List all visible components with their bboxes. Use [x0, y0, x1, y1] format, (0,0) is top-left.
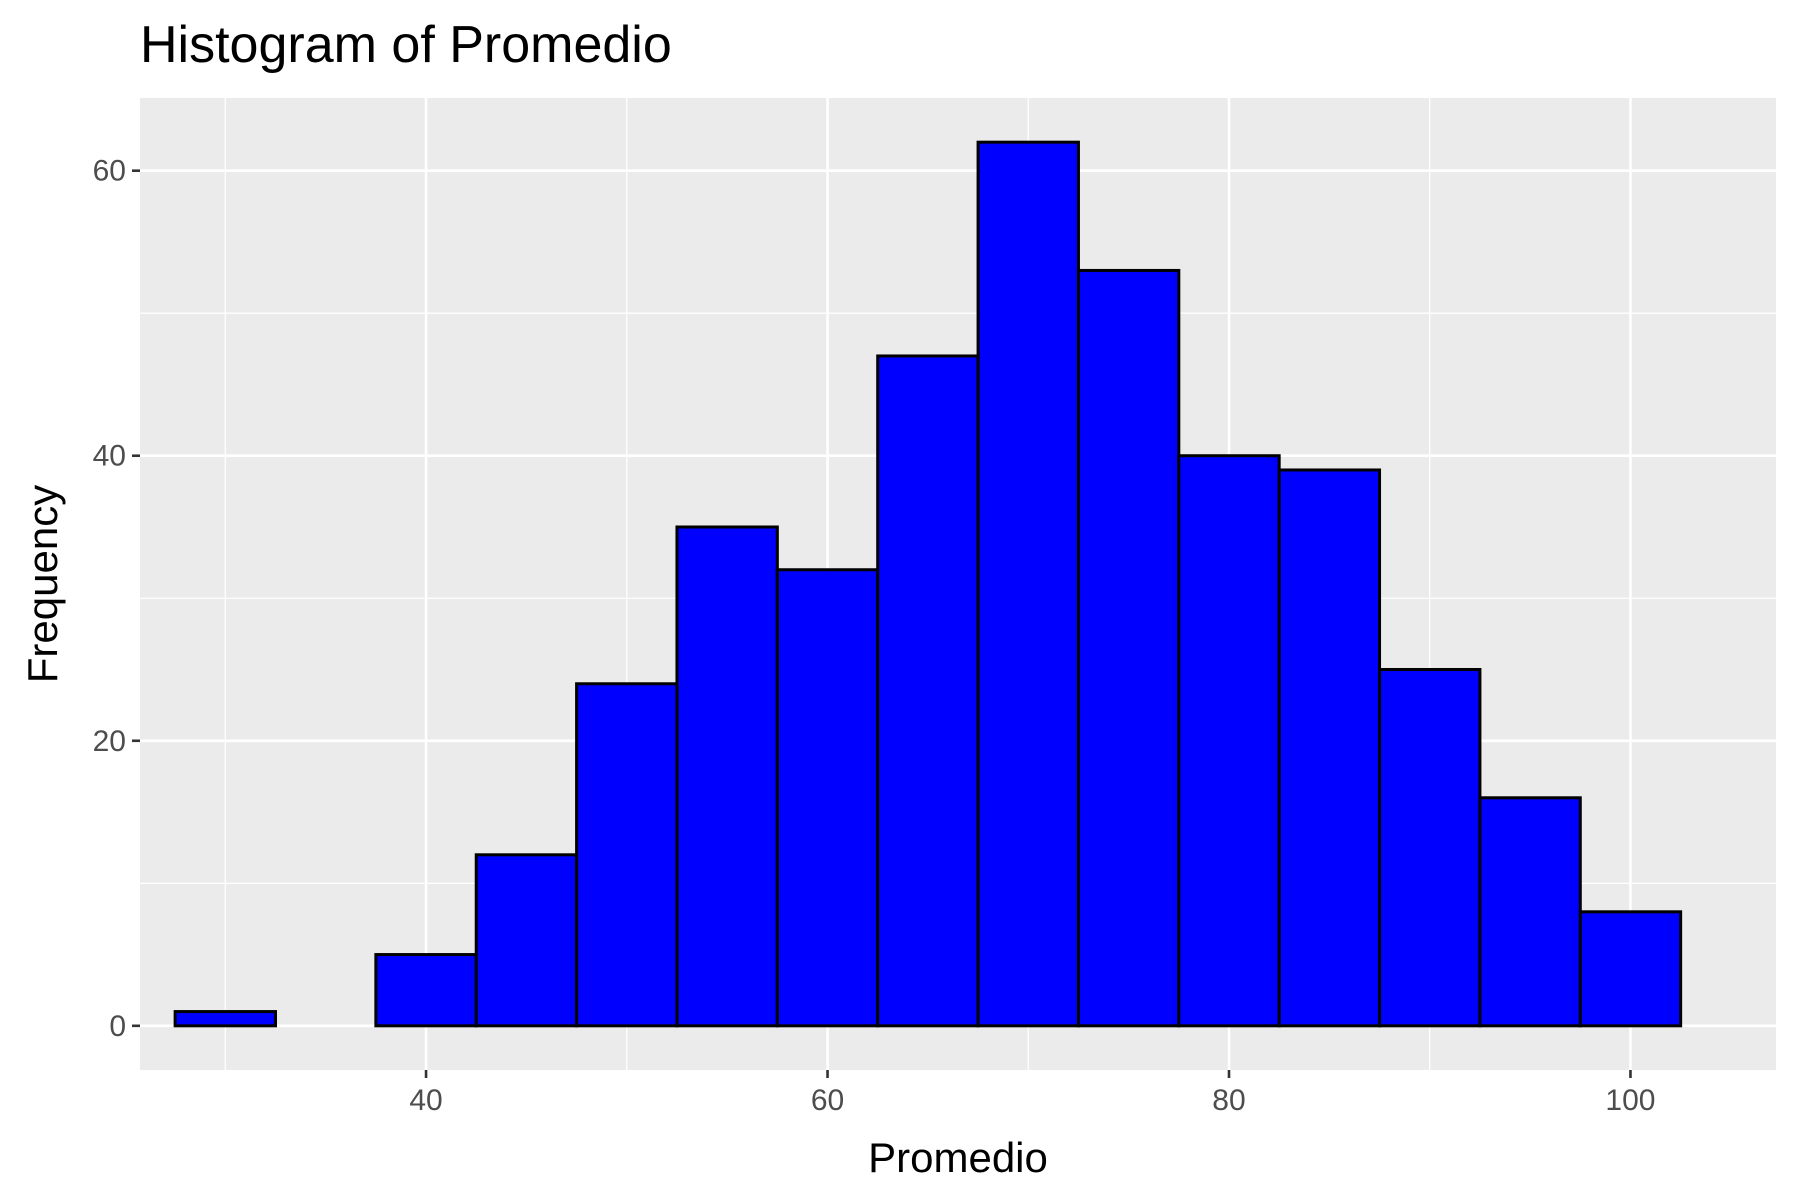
y-axis-title: Frequency [19, 485, 66, 683]
x-tick-label: 60 [811, 1084, 844, 1117]
histogram-bar [1076, 268, 1181, 1028]
x-axis-title: Promedio [868, 1134, 1048, 1181]
histogram-bar [1578, 910, 1683, 1028]
x-tick-label: 100 [1605, 1084, 1655, 1117]
histogram-bar [1478, 796, 1582, 1028]
histogram-bars [173, 140, 1683, 1028]
histogram-bar [474, 853, 579, 1028]
y-axis: 0 20 40 60 [93, 155, 140, 1043]
histogram-bar [1177, 454, 1281, 1028]
chart-title: Histogram of Promedio [140, 16, 672, 74]
histogram-bar [976, 140, 1080, 1028]
histogram-bar [374, 953, 478, 1028]
histogram-bar [173, 1010, 277, 1028]
histogram-bar [775, 568, 880, 1028]
histogram-bar [1277, 468, 1382, 1028]
histogram-bar [876, 354, 980, 1028]
histogram-bar [675, 525, 779, 1028]
y-tick-label: 20 [93, 725, 126, 758]
x-tick-label: 40 [409, 1084, 442, 1117]
x-tick-label: 80 [1212, 1084, 1245, 1117]
histogram-bar [1378, 668, 1482, 1028]
x-axis: 40 60 80 100 [409, 1070, 1655, 1117]
y-tick-label: 60 [93, 155, 126, 188]
y-tick-label: 40 [93, 440, 126, 473]
y-tick-label: 0 [109, 1010, 126, 1043]
histogram-bar [575, 682, 679, 1028]
